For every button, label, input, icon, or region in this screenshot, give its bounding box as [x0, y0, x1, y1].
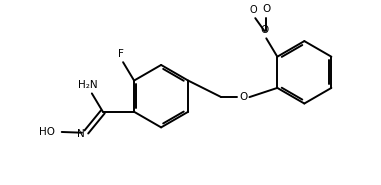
Text: HO: HO	[39, 127, 55, 137]
Text: O: O	[260, 25, 269, 35]
Text: O: O	[239, 92, 247, 102]
Text: O: O	[250, 5, 257, 15]
Text: N: N	[77, 129, 85, 139]
Text: F: F	[118, 49, 124, 59]
Text: H₂N: H₂N	[78, 80, 98, 90]
Text: O: O	[262, 4, 271, 14]
